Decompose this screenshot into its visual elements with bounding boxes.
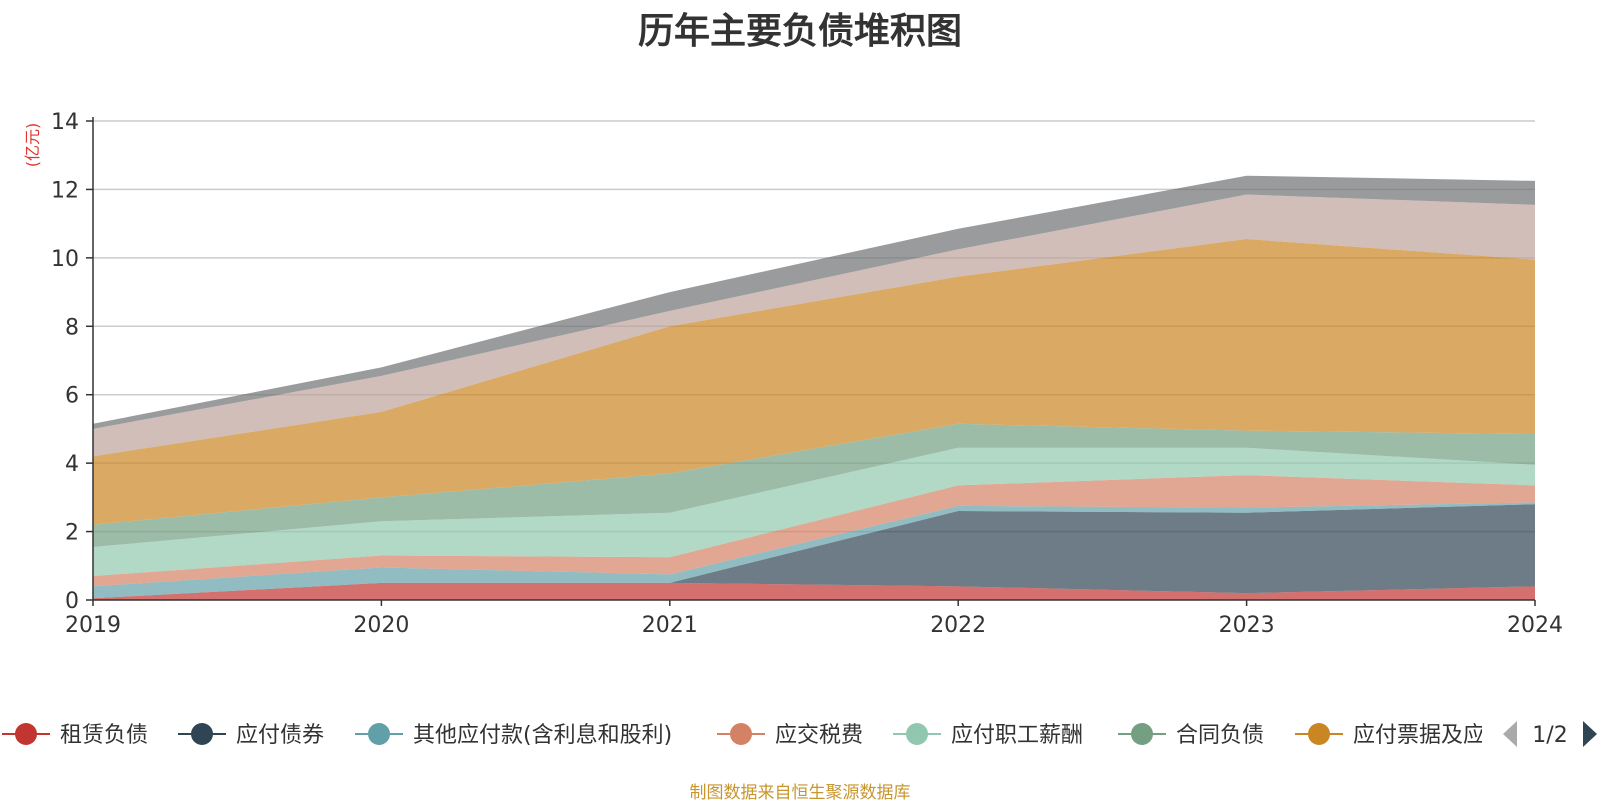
legend-label: 应付职工薪酬: [951, 723, 1083, 748]
y-tick-label: 8: [65, 315, 79, 340]
legend-label: 应交税费: [775, 723, 863, 748]
y-tick-label: 10: [51, 247, 79, 272]
axes: 0 2 4 6 8 10 12 14 2019 2020 2021 2022 2023 2024: [51, 110, 1563, 638]
pager-label: 1/2: [1532, 723, 1567, 748]
area-series-layer[interactable]: [93, 175, 1535, 600]
chart-title: 历年主要负债堆积图: [637, 11, 962, 52]
legend-marker-icon: [906, 723, 928, 745]
legend-label: 合同负债: [1176, 723, 1264, 748]
y-tick-label: 14: [51, 110, 79, 135]
area-series-7[interactable]: [93, 194, 1535, 457]
legend-item[interactable]: 其他应付款(含利息和股利): [355, 723, 672, 748]
x-tick-label: 2024: [1507, 613, 1563, 638]
legend-item[interactable]: 合同负债: [1118, 723, 1264, 748]
source-note: 制图数据来自恒生聚源数据库: [689, 783, 911, 803]
legend-marker-icon: [15, 723, 37, 745]
y-tick-label: 2: [65, 521, 79, 546]
legend-item[interactable]: 应付债券: [178, 723, 324, 748]
legend-item[interactable]: 应付票据及应付账款: [1295, 723, 1551, 748]
legend-pager[interactable]: 1/2: [1503, 721, 1597, 748]
y-tick-label: 0: [65, 589, 79, 614]
legend-label: 其他应付款(含利息和股利): [413, 723, 672, 748]
area-series-6[interactable]: [93, 239, 1535, 525]
area-series-2[interactable]: [93, 502, 1535, 599]
legend-marker-icon: [191, 723, 213, 745]
legend-item[interactable]: 应付职工薪酬: [893, 723, 1083, 748]
y-axis-unit-label: (亿元): [23, 123, 42, 168]
y-tick-label: 12: [51, 178, 79, 203]
legend-item[interactable]: 租赁负债: [2, 723, 148, 748]
y-tick-label: 6: [65, 384, 79, 409]
area-series-1[interactable]: [93, 504, 1535, 599]
area-series-4[interactable]: [93, 447, 1535, 577]
y-tick-label: 4: [65, 452, 79, 477]
area-series-5[interactable]: [93, 423, 1535, 547]
area-series-0[interactable]: [93, 582, 1535, 600]
pager-prev-icon[interactable]: [1503, 721, 1517, 747]
x-tick-label: 2019: [65, 613, 121, 638]
legend-marker-icon: [1308, 723, 1330, 745]
area-series-3[interactable]: [93, 475, 1535, 587]
legend-marker-icon: [1131, 723, 1153, 745]
x-tick-label: 2023: [1219, 613, 1275, 638]
legend[interactable]: 租赁负债 应付债券 其他应付款(含利息和股利) 应交税费 应付职工薪酬 合同负债 应付票据及…: [2, 723, 1551, 748]
legend-label: 租赁负债: [60, 723, 148, 748]
x-tick-label: 2021: [642, 613, 698, 638]
legend-items[interactable]: 租赁负债 应付债券 其他应付款(含利息和股利) 应交税费 应付职工薪酬 合同负债 应付票据及…: [2, 723, 1551, 748]
x-tick-label: 2022: [930, 613, 986, 638]
legend-marker-icon: [730, 723, 752, 745]
x-tick-label: 2020: [353, 613, 409, 638]
legend-label: 应付票据及应付账款: [1353, 723, 1551, 748]
pager-next-icon[interactable]: [1583, 721, 1597, 747]
legend-marker-icon: [368, 723, 390, 745]
legend-item[interactable]: 应交税费: [717, 723, 863, 748]
legend-label: 应付债券: [236, 723, 324, 748]
